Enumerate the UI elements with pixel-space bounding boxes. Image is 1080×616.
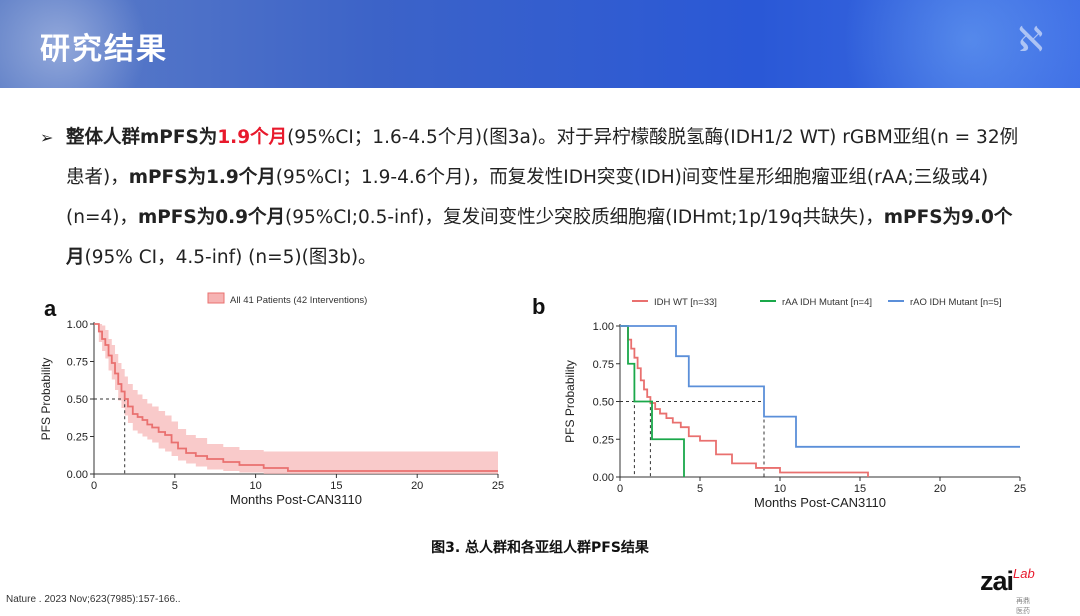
x-tick-label: 25 xyxy=(1014,483,1026,495)
x-tick-label: 5 xyxy=(172,480,178,492)
legend-label: IDH WT [n=33] xyxy=(654,297,717,308)
header-decoration-right xyxy=(820,0,1080,88)
x-tick-label: 20 xyxy=(411,480,423,492)
x-tick-label: 20 xyxy=(934,483,946,495)
zailab-logo: zaiLab 再鼎医药 xyxy=(980,566,1035,615)
x-axis-label: Months Post-CAN3110 xyxy=(230,492,362,507)
legend-label: rAA IDH Mutant [n=4] xyxy=(782,297,872,308)
x-tick-label: 15 xyxy=(330,480,342,492)
overall-mpfs-label: 整体人群mPFS为 xyxy=(66,127,218,148)
raa-mpfs: mPFS为0.9个月 xyxy=(137,207,286,228)
median-reference-line xyxy=(94,398,126,474)
y-tick-label: 0.25 xyxy=(67,432,88,444)
x-tick-label: 10 xyxy=(249,480,261,492)
y-axis-label: PFS Probability xyxy=(39,358,53,441)
slide-title: 研究结果 xyxy=(40,32,168,67)
overall-mpfs-value: 1.9个月 xyxy=(217,127,288,148)
text-segment: (95%CI;0.5-inf)，复发间变性少突胶质细胞瘤(IDHmt;1p/19… xyxy=(285,207,884,228)
text-segment: (95% CI，4.5-inf) (n=5)(图3b)。 xyxy=(84,247,377,268)
y-tick-label: 0.00 xyxy=(67,469,88,481)
km-chart-overall: 0 5 10 15 20 25 0.00 0.25 0.50 0.75 1.00 Months Pos… xyxy=(39,292,504,507)
x-tick-label: 0 xyxy=(91,480,97,492)
km-curve xyxy=(620,325,685,477)
y-tick-label: 0.00 xyxy=(593,472,614,484)
bullet-arrow-icon: ➢ xyxy=(40,128,54,147)
reference-citation: Nature . 2023 Nov;623(7985):157-166.. xyxy=(6,594,181,605)
text-segment: (95%CI；1.9-4.6个月)，而复发性IDH突变(IDH)间变性星形细胞瘤… xyxy=(66,167,989,228)
results-text: 整体人群mPFS为1.9个月(95%CI；1.6-4.5个月)(图3a)。对于异… xyxy=(66,118,1030,278)
x-axis-label: Months Post-CAN3110 xyxy=(754,495,886,510)
x-tick-label: 0 xyxy=(617,483,623,495)
y-tick-label: 0.50 xyxy=(593,397,614,409)
ear-icon: ℵ xyxy=(1018,20,1044,60)
x-tick-label: 10 xyxy=(774,483,786,495)
confidence-band xyxy=(94,324,498,474)
panel-label-a: a xyxy=(44,296,57,321)
km-curve xyxy=(620,325,869,477)
y-tick-label: 1.00 xyxy=(593,321,614,333)
logo-subtext: 再鼎医药 xyxy=(1016,598,1030,615)
y-tick-label: 0.75 xyxy=(67,357,88,369)
slide-header: 研究结果 ℵ xyxy=(0,0,1080,88)
y-axis-label: PFS Probability xyxy=(563,360,577,443)
logo-text: zai xyxy=(980,566,1014,596)
legend-swatch xyxy=(207,292,225,304)
legend-label: rAO IDH Mutant [n=5] xyxy=(910,297,1002,308)
km-curve xyxy=(94,323,498,472)
rao-mpfs: mPFS为9.0个月 xyxy=(66,207,1013,268)
results-paragraph: ➢ 整体人群mPFS为1.9个月(95%CI；1.6-4.5个月)(图3a)。对… xyxy=(40,118,1030,278)
median-reference-line xyxy=(620,401,651,477)
logo-lab-text: Lab xyxy=(1013,566,1035,581)
text-segment: (95%CI；1.6-4.5个月)(图3a)。对于异柠檬酸脱氢酶(IDH1/2 … xyxy=(66,127,1019,188)
header-decoration xyxy=(0,0,150,88)
y-tick-label: 0.25 xyxy=(593,434,614,446)
y-tick-label: 1.00 xyxy=(67,319,88,331)
panel-label-b: b xyxy=(532,294,546,319)
legend-label: All 41 Patients (42 Interventions) xyxy=(230,295,367,306)
median-reference-line xyxy=(620,401,635,477)
km-curve xyxy=(620,325,1020,448)
y-tick-label: 0.75 xyxy=(593,359,614,371)
y-tick-label: 0.50 xyxy=(67,394,88,406)
idhwt-mpfs: mPFS为1.9个月 xyxy=(128,167,276,188)
km-chart-subgroups: 0 5 10 15 20 25 0.00 0.25 0.50 0.75 1.00 Months Pos… xyxy=(563,297,1026,510)
x-tick-label: 15 xyxy=(854,483,866,495)
x-tick-label: 5 xyxy=(697,483,703,495)
figure-caption: 图3. 总人群和各亚组人群PFS结果 xyxy=(431,540,649,556)
median-reference-line xyxy=(620,401,765,477)
x-tick-label: 25 xyxy=(492,480,504,492)
